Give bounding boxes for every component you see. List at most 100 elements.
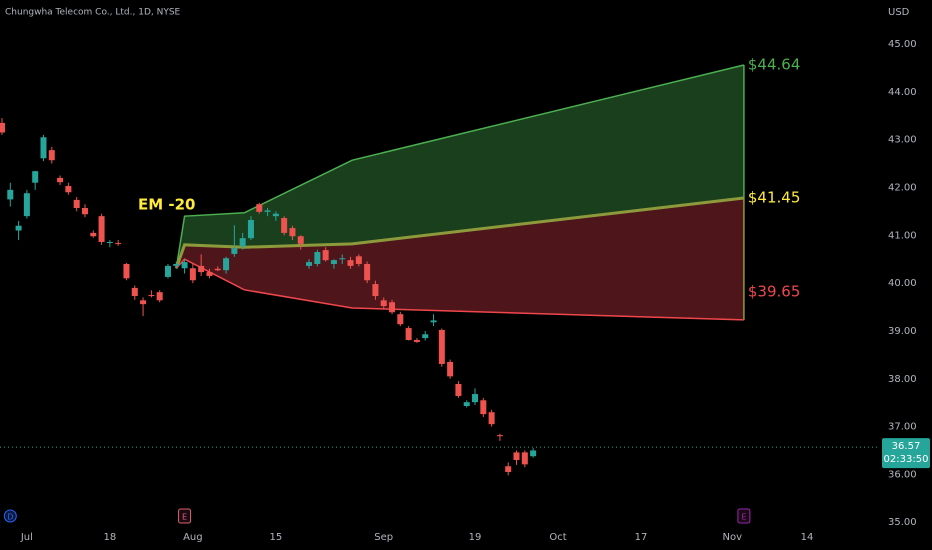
band-line — [175, 64, 745, 269]
y-tick-label: 41.00 — [888, 230, 917, 241]
candle-body — [115, 242, 122, 244]
candle-body — [231, 248, 238, 254]
x-tick-label: 17 — [635, 532, 648, 543]
candle-body — [32, 171, 39, 183]
candle-body — [148, 295, 155, 297]
candle-body — [131, 287, 138, 297]
candle-body — [40, 137, 47, 159]
candle-body — [513, 452, 520, 461]
event-label: E — [741, 513, 746, 522]
candle-body — [73, 199, 80, 209]
candle-body — [264, 210, 271, 212]
candle-body — [247, 219, 254, 239]
event-marker — [178, 508, 192, 524]
event-label: D — [7, 513, 13, 522]
x-tick-label: Nov — [723, 532, 743, 543]
candle-body — [530, 450, 537, 457]
y-tick-label: 35.00 — [888, 517, 917, 528]
event-marker — [737, 508, 751, 524]
x-tick-label: 14 — [801, 532, 814, 543]
candle-body — [272, 213, 279, 217]
x-tick-label: 19 — [469, 532, 482, 543]
candle-body — [214, 268, 221, 271]
candle-body — [57, 177, 64, 183]
candle-body — [505, 466, 512, 473]
candle-body — [23, 193, 30, 217]
candle-body — [106, 241, 113, 243]
band-fill — [176, 65, 744, 269]
candle-body — [173, 263, 180, 266]
candle-body — [430, 320, 437, 323]
candle-body — [397, 314, 404, 325]
candle-body — [198, 265, 205, 273]
candle-body — [90, 232, 97, 237]
candle-body — [488, 412, 495, 425]
candle-body — [405, 328, 412, 341]
band-line — [174, 196, 745, 269]
candle-body — [306, 262, 313, 266]
projection-label: EM -20 — [138, 196, 196, 214]
y-tick-label: 36.00 — [888, 469, 917, 480]
candle-body — [422, 334, 429, 339]
candle-body — [98, 216, 105, 242]
band-fill — [176, 197, 744, 320]
y-axis-label: USD — [888, 7, 910, 18]
candle-body — [330, 260, 337, 264]
event-label: E — [182, 513, 187, 522]
candle-body — [347, 260, 354, 266]
candle-body — [223, 258, 230, 271]
candle-body — [413, 340, 420, 342]
y-tick-label: 40.00 — [888, 278, 917, 289]
candle-body — [281, 218, 288, 233]
x-tick-label: 15 — [269, 532, 282, 543]
candle-body — [389, 302, 396, 313]
candle-body — [380, 300, 387, 307]
candle-body — [48, 150, 55, 161]
candle-body — [7, 189, 14, 200]
candle-body — [322, 250, 329, 261]
candle-body — [81, 208, 88, 215]
candle-body — [65, 186, 72, 193]
x-tick-label: Sep — [374, 532, 393, 543]
candle-body — [206, 272, 213, 276]
candle-body — [15, 225, 22, 231]
band-label: $41.45 — [748, 188, 801, 206]
candle-body — [156, 292, 163, 301]
candle-body — [480, 400, 487, 415]
last-price-label: 36.57 — [892, 441, 921, 452]
candle-body — [455, 384, 462, 396]
last-price-box — [882, 438, 930, 469]
candle-body — [314, 252, 321, 264]
candle-body — [256, 204, 263, 212]
candle-body — [140, 300, 147, 305]
candle-body — [364, 263, 371, 281]
candle-body — [438, 329, 445, 364]
x-tick-label: Jul — [20, 532, 33, 543]
candle-body — [297, 236, 304, 244]
candle-body — [181, 262, 188, 269]
y-tick-label: 42.00 — [888, 182, 917, 193]
y-tick-label: 38.00 — [888, 374, 917, 385]
event-marker — [3, 509, 17, 523]
candle-body — [496, 435, 503, 437]
candle-body — [372, 284, 379, 297]
y-tick-label: 39.00 — [888, 326, 917, 337]
candle-body — [164, 265, 171, 277]
y-tick-label: 44.00 — [888, 87, 917, 98]
x-tick-label: 18 — [104, 532, 117, 543]
candle-body — [463, 402, 470, 407]
candle-body — [472, 394, 479, 403]
y-tick-label: 45.00 — [888, 39, 917, 50]
candle-body — [123, 263, 130, 279]
y-tick-label: 37.00 — [888, 422, 917, 433]
candle-body — [239, 238, 246, 247]
candle-body — [289, 228, 296, 237]
countdown-label: 02:33:50 — [884, 454, 929, 465]
x-tick-label: Oct — [549, 532, 566, 543]
candle-body — [521, 452, 528, 465]
candle-body — [355, 256, 362, 264]
candle-body — [0, 122, 5, 133]
candle-body — [447, 362, 454, 377]
y-tick-label: 43.00 — [888, 135, 917, 146]
